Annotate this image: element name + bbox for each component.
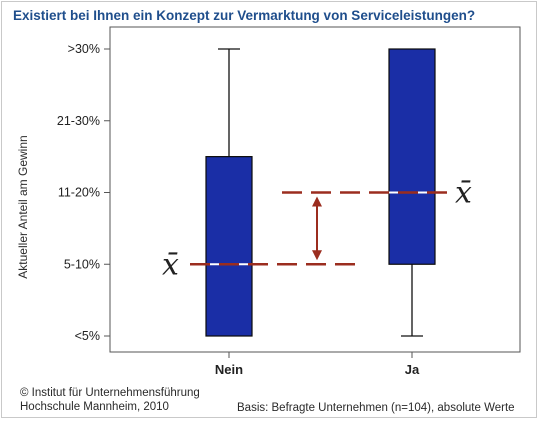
mean-symbol-nein: x̄ <box>162 247 179 282</box>
arrow-head-down <box>312 250 322 261</box>
box-ja <box>388 48 436 265</box>
y-tick-label: 5-10% <box>64 257 100 271</box>
copyright-line2: Hochschule Mannheim, 2010 <box>20 401 169 413</box>
y-tick-label: >30% <box>68 42 100 56</box>
box-nein <box>205 156 253 337</box>
mean-symbol-ja: x̄ <box>455 176 472 211</box>
chart-title: Existiert bei Ihnen ein Konzept zur Verm… <box>13 8 476 23</box>
y-tick-label: <5% <box>75 329 100 343</box>
plot-area-border <box>109 26 521 353</box>
arrow-head-up <box>312 196 322 207</box>
copyright-footer: © Institut für Unternehmensführung Hochs… <box>20 386 200 414</box>
y-tick-label: 11-20% <box>58 186 100 200</box>
x-tick-label: Nein <box>215 362 243 377</box>
copyright-line1: © Institut für Unternehmensführung <box>20 387 200 399</box>
base-note: Basis: Befragte Unternehmen (n=104), abs… <box>237 402 515 414</box>
x-tick-label: Ja <box>405 362 420 377</box>
y-tick-label: 21-30% <box>57 114 100 128</box>
